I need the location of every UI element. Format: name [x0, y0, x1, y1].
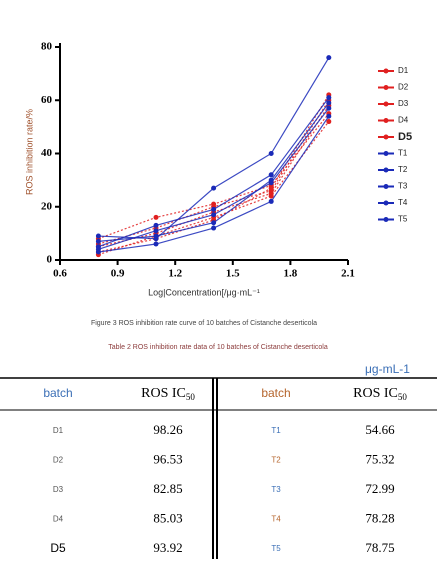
legend-marker	[383, 167, 389, 173]
batch-cell: T5	[271, 544, 281, 553]
header-ic: ROS IC50	[353, 386, 407, 402]
ic50-cell: 82.85	[153, 481, 182, 496]
header-ic-text: ROS IC	[353, 386, 398, 401]
x-tick-label: 1.5	[226, 268, 240, 280]
legend-marker	[383, 101, 389, 107]
data-point	[153, 214, 159, 220]
legend-label: T5	[398, 215, 408, 224]
x-tick-label: 1.8	[284, 268, 298, 280]
batch-cell: T1	[271, 426, 281, 435]
batch-cell: D2	[53, 456, 64, 465]
batch-cell: D3	[53, 485, 64, 494]
ic50-cell: 78.28	[365, 510, 394, 525]
y-tick-label: 0	[47, 254, 53, 266]
data-point	[211, 220, 217, 226]
x-axis-label: Log|Concentration[/μg·mL⁻¹	[148, 287, 260, 297]
x-tick-label: 0.6	[53, 268, 67, 280]
legend-label: D5	[398, 131, 412, 143]
legend-label: T1	[398, 149, 408, 158]
legend-label: D2	[398, 83, 409, 92]
batch-cell: D1	[53, 426, 64, 435]
header-batch: batch	[261, 386, 290, 400]
data-point	[268, 188, 274, 194]
batch-cell: D5	[50, 541, 66, 555]
batch-cell: T2	[271, 456, 281, 465]
x-tick-label: 0.9	[111, 268, 125, 280]
table: batch ROS IC50 batch ROS IC50	[0, 377, 437, 559]
legend-marker	[383, 184, 389, 189]
legend-marker	[383, 217, 389, 222]
table-unit: μg-mL-1	[365, 362, 410, 376]
series-line	[98, 115, 330, 253]
ic50-cell: 78.75	[365, 540, 394, 555]
data-point	[326, 95, 332, 101]
legend-label: T2	[398, 165, 408, 174]
data-point	[211, 212, 217, 218]
legend-marker	[383, 200, 389, 206]
header-ic-sub: 50	[186, 392, 196, 402]
data-point	[326, 55, 332, 61]
legend-label: T4	[398, 198, 408, 207]
ic50-cell: 72.99	[365, 481, 394, 496]
ic50-cell: 93.92	[153, 540, 182, 555]
y-tick-label: 60	[41, 94, 53, 106]
legend-label: D1	[398, 66, 409, 75]
ic50-cell: 85.03	[153, 510, 182, 525]
data-point	[153, 241, 159, 247]
legend-label: D4	[398, 116, 409, 125]
data-point	[95, 238, 101, 244]
legend-label: D3	[398, 99, 409, 108]
batch-cell: T4	[271, 515, 281, 524]
data-point	[268, 151, 274, 156]
y-axis-label: ROS inhibition rate/%	[24, 109, 34, 195]
data-point	[211, 206, 217, 212]
data-point	[326, 113, 332, 119]
data-point	[326, 105, 332, 111]
y-tick-label: 80	[41, 41, 53, 53]
x-tick-label: 2.1	[341, 268, 355, 280]
data-point	[326, 100, 332, 106]
x-tick-label: 1.2	[168, 268, 182, 280]
ic50-cell: 96.53	[153, 451, 182, 466]
header-ic-sub: 50	[398, 392, 408, 402]
data-point	[268, 172, 274, 178]
figure-caption: Figure 3 ROS inhibition rate curve of 10…	[91, 320, 317, 327]
data-point	[268, 198, 274, 204]
data-point	[153, 236, 159, 242]
data-point	[95, 244, 101, 250]
table-title: Table 2 ROS inhibition rate data of 10 b…	[108, 344, 328, 351]
y-tick-label: 40	[41, 147, 53, 159]
data-point	[211, 185, 217, 191]
legend-marker	[383, 151, 389, 156]
data-point	[211, 225, 217, 231]
batch-cell: T3	[271, 485, 281, 494]
legend-marker	[383, 68, 389, 74]
data-point	[326, 119, 332, 125]
header-ic-text: ROS IC	[141, 386, 186, 401]
y-tick-label: 20	[41, 200, 53, 212]
legend-marker	[383, 134, 389, 140]
ic50-cell: 75.32	[365, 451, 394, 466]
batch-cell: D4	[53, 515, 64, 524]
data-point	[268, 193, 274, 199]
data-point	[153, 222, 159, 228]
legend-label: T3	[398, 182, 408, 191]
header-ic: ROS IC50	[141, 386, 195, 402]
ic50-cell: 98.26	[153, 422, 183, 437]
header-batch: batch	[43, 386, 72, 400]
data-point	[211, 201, 217, 207]
data-point	[268, 177, 274, 183]
data-point	[95, 249, 101, 255]
legend-marker	[383, 85, 389, 90]
data-point	[95, 233, 101, 239]
ic50-cell: 54.66	[365, 422, 395, 437]
legend-marker	[383, 118, 389, 123]
data-point	[153, 228, 159, 234]
